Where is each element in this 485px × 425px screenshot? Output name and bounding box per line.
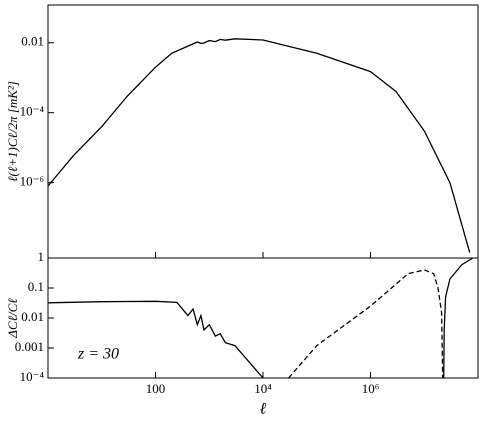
y-tick-label: 0.001 [15, 339, 44, 354]
y-tick-label: 10⁻⁴ [20, 369, 45, 384]
x-tick-label: 10⁶ [362, 381, 380, 396]
y-axis-label: ℓ(ℓ+1)Cℓ/2π [mK²] [5, 81, 20, 182]
annotation: z = 30 [77, 346, 119, 363]
y-tick-label: 0.1 [28, 279, 44, 294]
plot-frame [47, 4, 479, 259]
x-tick-label: 100 [146, 381, 166, 396]
data-line [47, 38, 471, 253]
y-tick-label: 10⁻⁶ [20, 174, 44, 189]
y-tick-label: 10⁻⁴ [20, 104, 45, 119]
y-tick-label: 0.01 [21, 309, 44, 324]
y-axis-label: ΔCℓ/Cℓ [5, 298, 20, 339]
data-line [288, 269, 444, 379]
y-tick-label: 1 [38, 249, 45, 264]
y-tick-label: 0.01 [21, 34, 44, 49]
data-line [47, 300, 264, 379]
x-axis-label: ℓ [260, 401, 267, 418]
x-tick-label: 10⁴ [254, 381, 272, 396]
data-line [443, 257, 474, 379]
